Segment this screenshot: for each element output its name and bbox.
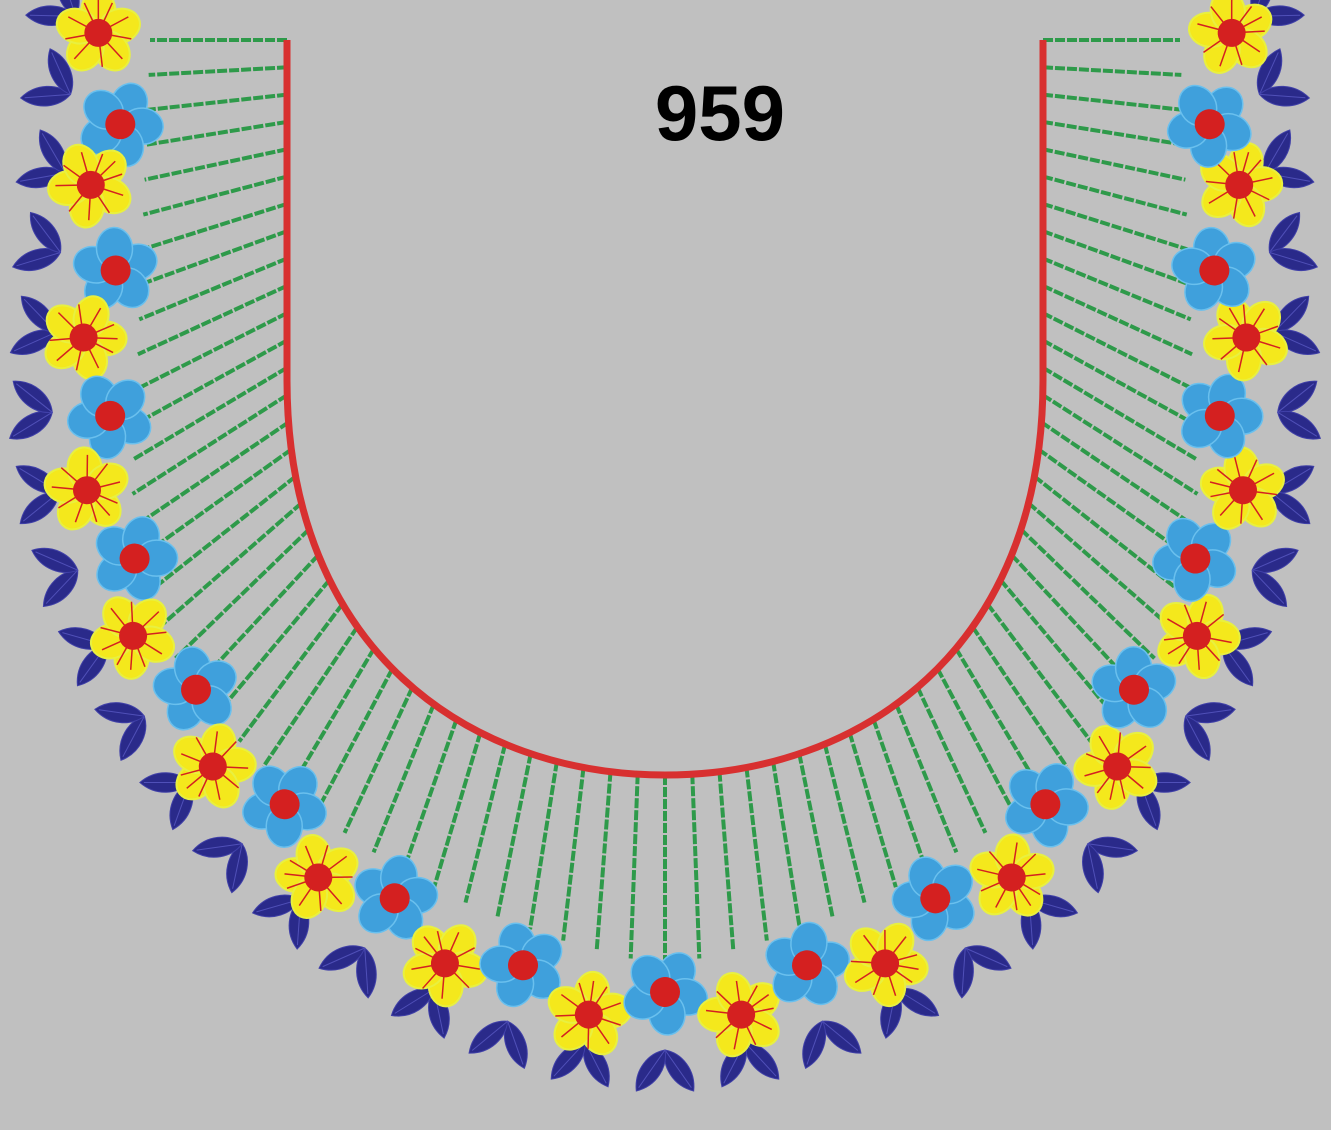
stitch-stripe (130, 420, 290, 531)
stitch-stripe (1042, 229, 1191, 287)
neckline (283, 40, 1047, 779)
design-number: 959 (655, 69, 785, 157)
stitch-stripe (147, 92, 288, 112)
stitch-stripe (871, 718, 929, 872)
stitch-stripe (1042, 119, 1185, 147)
stitch-stripe (1041, 365, 1198, 461)
stitch-stripe (314, 667, 395, 814)
stitch-stripe (935, 667, 1016, 814)
stitch-stripe (139, 229, 288, 287)
stitch-stripe (463, 743, 508, 904)
stitch-stripe (744, 767, 769, 941)
stitch-stripe (1042, 283, 1193, 357)
flower (1162, 221, 1267, 322)
stitch-stripe (144, 147, 288, 182)
stitch-stripe (594, 771, 613, 951)
stitch-stripe (145, 119, 288, 147)
stitch-stripe (1042, 311, 1195, 391)
stitch-stripe (1019, 527, 1156, 660)
stitch-stripe (822, 743, 867, 904)
stitch-stripe (771, 761, 802, 930)
stitch-stripe (342, 686, 415, 834)
stitch-stripe (1042, 92, 1183, 112)
stitch-stripe (401, 718, 459, 872)
stitch-stripe (134, 338, 288, 426)
flower (48, 353, 170, 477)
stitch-stripe (998, 578, 1116, 717)
stitch-stripe (261, 625, 360, 768)
stitch-stripe (237, 602, 345, 743)
stitch-stripe (131, 393, 289, 496)
stitch-stripe (135, 311, 288, 391)
stitch-stripe (985, 602, 1093, 743)
stitch-stripe (915, 686, 988, 834)
stitch-stripe (432, 732, 483, 888)
stitch-stripe (1042, 147, 1186, 182)
stitch-stripe (561, 767, 586, 941)
stitch-stripe (847, 732, 898, 888)
flower (1156, 352, 1285, 482)
green-stripes (130, 38, 1200, 966)
stitch-stripe (1042, 256, 1192, 322)
stitch-stripe (797, 753, 835, 918)
stitch-stripe (1041, 393, 1199, 496)
stitch-stripe (142, 174, 288, 217)
stitch-stripe (174, 527, 311, 660)
stitch-stripe (1027, 501, 1174, 630)
stitch-stripe (495, 753, 533, 918)
stitch-stripe (690, 774, 702, 959)
stitch-stripe (1040, 420, 1200, 531)
stitch-stripe (142, 474, 297, 598)
stitch-stripe (138, 256, 288, 322)
stitch-stripe (156, 501, 303, 630)
stitch-stripe (717, 771, 736, 951)
stitch-stripe (1042, 174, 1188, 217)
stitch-stripe (371, 703, 436, 854)
stitch-stripe (1042, 338, 1196, 426)
stitch-stripe (1042, 201, 1189, 252)
stitch-stripe (148, 65, 288, 77)
stitch-stripe (214, 578, 332, 717)
stitch-stripe (132, 365, 289, 461)
stitch-stripe (528, 761, 559, 930)
stitch-stripe (954, 647, 1043, 791)
stitch-stripe (137, 283, 288, 357)
stitch-stripe (894, 703, 959, 854)
stitch-stripe (970, 625, 1069, 768)
stitch-stripe (141, 201, 288, 252)
stitch-stripe (628, 774, 640, 959)
stitch-stripe (1042, 65, 1182, 77)
